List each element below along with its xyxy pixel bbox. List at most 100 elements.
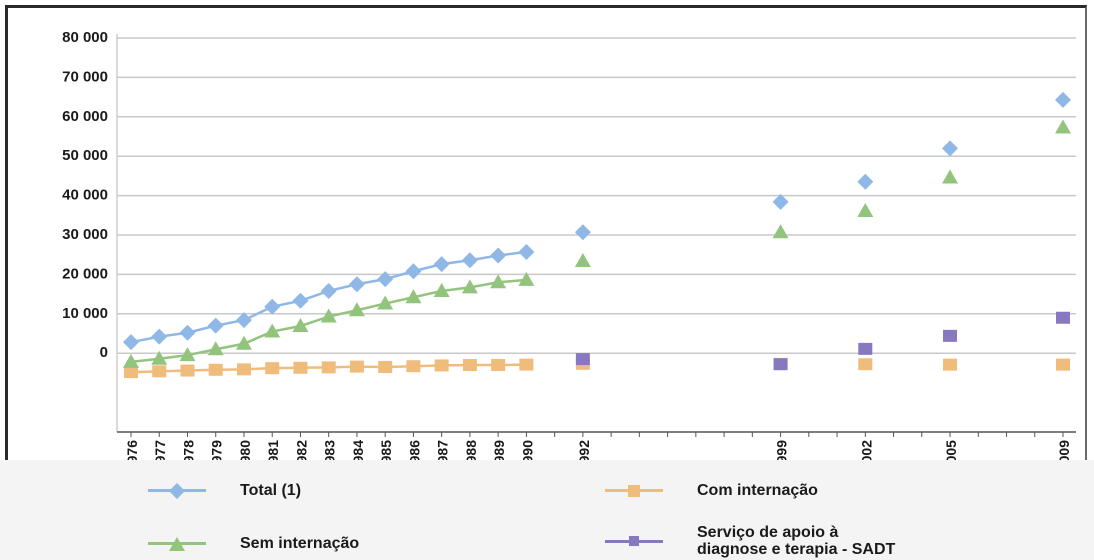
data-point-diamond <box>179 324 196 341</box>
data-point-diamond <box>518 243 535 260</box>
x-tick-label: 1989 <box>491 440 507 463</box>
data-point-triangle <box>320 308 337 323</box>
x-tick-label: 1987 <box>435 440 451 463</box>
data-point-square <box>943 358 958 371</box>
legend-item-sadt: Serviço de apoio à diagnose e terapia - … <box>605 524 895 558</box>
y-tick-label: 60 000 <box>62 108 108 125</box>
data-point-triangle <box>490 274 507 289</box>
data-point-triangle <box>942 169 959 184</box>
chart-legend: Total (1) Sem internação Com internação … <box>0 460 1094 560</box>
data-point-triangle <box>151 350 168 365</box>
data-point-diamond <box>490 247 507 264</box>
data-point-square <box>943 329 958 342</box>
data-point-diamond <box>123 334 139 351</box>
legend-line-sadt <box>605 536 663 546</box>
data-point-square <box>236 363 251 376</box>
data-point-diamond <box>292 292 309 309</box>
x-tick-label: 1985 <box>378 440 394 463</box>
x-tick-label: 1978 <box>180 440 196 463</box>
y-tick-label: 70 000 <box>62 68 108 85</box>
data-point-square <box>265 362 280 375</box>
chart-svg: 0 10 000 20 000 30 000 40 000 50 000 60 000 70 … <box>62 29 1076 463</box>
x-tick-label: 2002 <box>858 440 874 463</box>
x-tick-label: 2009 <box>1056 440 1072 463</box>
x-tick-label: 1992 <box>576 440 592 463</box>
data-point-triangle <box>264 323 281 338</box>
data-point-square <box>378 360 393 373</box>
square-icon <box>628 484 640 497</box>
y-tick-label: 40 000 <box>62 187 108 204</box>
data-point-triangle <box>574 253 591 268</box>
data-point-square <box>575 353 590 366</box>
y-tick-label: 50 000 <box>62 147 108 164</box>
data-point-square <box>349 360 364 373</box>
data-point-square <box>208 363 223 376</box>
x-tick-label: 1983 <box>322 440 338 463</box>
data-point-diamond <box>942 140 959 157</box>
data-point-triangle <box>207 341 224 356</box>
square-icon <box>629 536 639 546</box>
data-point-square <box>519 358 534 371</box>
x-tick-label: 1999 <box>774 440 790 463</box>
x-tick-label: 1986 <box>406 440 422 463</box>
data-point-square <box>1056 311 1070 324</box>
data-point-triangle <box>292 318 309 333</box>
legend-item-total: Total (1) <box>148 482 301 499</box>
x-tick-label: 1990 <box>519 440 535 463</box>
data-point-triangle <box>433 282 450 297</box>
data-point-diamond <box>857 173 874 190</box>
x-tick-label: 1981 <box>265 440 281 463</box>
data-point-square <box>152 365 167 378</box>
legend-label-total: Total (1) <box>240 482 302 499</box>
data-point-square <box>434 359 449 372</box>
data-point-diamond <box>235 312 252 329</box>
data-point-diamond <box>405 263 422 280</box>
legend-line-total <box>148 482 206 499</box>
data-point-triangle <box>772 224 789 239</box>
y-tick-label: 30 000 <box>62 226 108 243</box>
data-point-square <box>858 358 873 371</box>
x-tick-label: 1988 <box>463 440 479 463</box>
data-point-triangle <box>405 289 422 304</box>
data-point-triangle <box>377 295 394 310</box>
data-point-diamond <box>151 328 168 345</box>
data-point-square <box>180 364 195 377</box>
triangle-icon <box>169 536 185 551</box>
data-point-square <box>124 366 138 379</box>
data-point-square <box>773 358 788 371</box>
data-point-square <box>491 359 506 372</box>
legend-line-com <box>605 484 663 497</box>
x-tick-label: 1979 <box>209 440 225 463</box>
data-point-square <box>321 361 336 374</box>
y-tick-label: 20 000 <box>62 265 108 282</box>
data-point-triangle <box>179 347 196 362</box>
y-tick-label: 10 000 <box>62 305 108 322</box>
data-point-diamond <box>772 193 789 210</box>
data-point-diamond <box>207 317 224 334</box>
data-point-diamond <box>264 298 281 315</box>
data-point-diamond <box>574 224 591 241</box>
x-tick-label: 1977 <box>152 440 168 463</box>
legend-item-sem: Sem internação <box>148 535 359 552</box>
y-tick-label: 0 <box>100 344 108 361</box>
x-tick-label: 2005 <box>943 440 959 463</box>
legend-line-sem <box>148 536 206 551</box>
y-tick-label: 80 000 <box>62 29 108 46</box>
data-point-diamond <box>1055 91 1071 108</box>
data-point-square <box>858 342 873 355</box>
data-point-diamond <box>348 276 365 293</box>
legend-item-com: Com internação <box>605 482 818 499</box>
x-tick-label: 1984 <box>350 440 366 463</box>
data-point-triangle <box>461 279 478 294</box>
data-point-diamond <box>320 282 337 299</box>
data-point-triangle <box>123 353 139 368</box>
data-point-triangle <box>857 202 874 217</box>
data-point-triangle <box>235 335 252 350</box>
data-point-square <box>406 360 421 373</box>
data-point-square <box>462 359 477 372</box>
data-point-diamond <box>461 252 478 269</box>
data-point-triangle <box>1055 119 1071 134</box>
diamond-icon <box>169 482 185 499</box>
x-tick-label: 1976 <box>124 440 140 463</box>
data-point-square <box>293 361 308 374</box>
